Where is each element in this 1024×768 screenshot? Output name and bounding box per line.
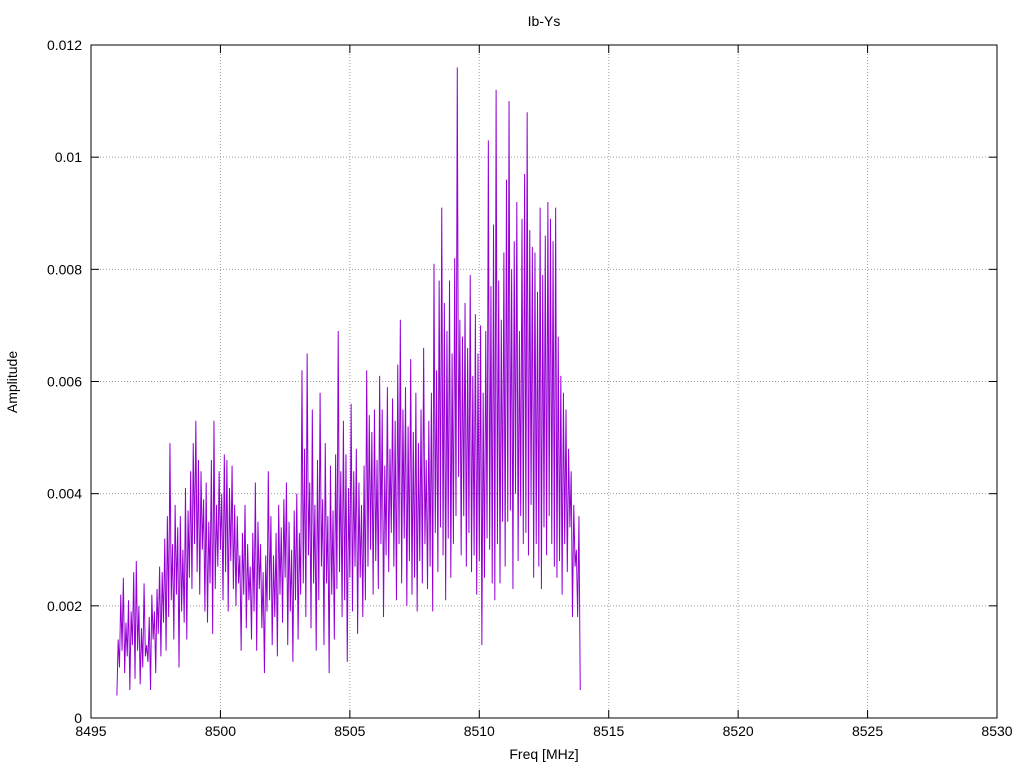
- axis-ticks: [90, 44, 998, 719]
- x-axis-label: Freq [MHz]: [509, 746, 578, 762]
- chart-title: Ib-Ys: [528, 13, 561, 29]
- y-tick-label: 0: [74, 710, 82, 726]
- x-tick-label: 8530: [981, 723, 1012, 739]
- x-tick-label: 8520: [723, 723, 754, 739]
- series-line: [116, 67, 581, 696]
- x-tick-label: 8500: [205, 723, 236, 739]
- x-tick-label: 8515: [593, 723, 624, 739]
- y-tick-label: 0.012: [47, 37, 82, 53]
- x-tick-label: 8495: [75, 723, 106, 739]
- x-tick-label: 8505: [334, 723, 365, 739]
- x-tick-labels: 8495 8500 8505 8510 8515 8520 8525 8530: [75, 723, 1012, 739]
- y-tick-label: 0.004: [47, 486, 82, 502]
- x-tick-label: 8525: [852, 723, 883, 739]
- y-tick-label: 0.006: [47, 374, 82, 390]
- y-tick-label: 0.01: [55, 149, 82, 165]
- y-tick-label: 0.008: [47, 261, 82, 277]
- y-tick-label: 0.002: [47, 598, 82, 614]
- y-tick-labels: 0 0.002 0.004 0.006 0.008 0.01 0.012: [47, 37, 82, 726]
- y-axis-label: Amplitude: [4, 351, 20, 413]
- x-tick-label: 8510: [464, 723, 495, 739]
- grid-lines: [91, 45, 997, 718]
